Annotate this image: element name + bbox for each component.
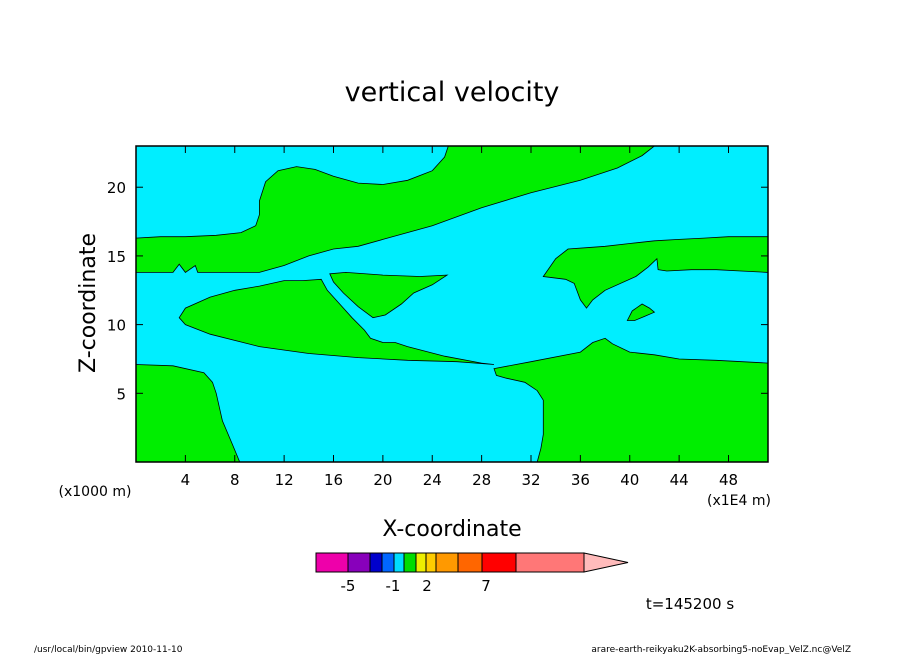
colorbar-swatch-12 — [515, 552, 585, 573]
y-axis-label: Z-coordinate — [76, 233, 101, 373]
colorbar-swatch-1 — [315, 552, 349, 573]
x-axis-label: X-coordinate — [382, 517, 521, 542]
x-tick-label-24: 24 — [423, 471, 442, 489]
colorbar-swatch-10 — [457, 552, 483, 573]
contour-region-3 — [329, 271, 449, 319]
x-tick-label-8: 8 — [230, 471, 240, 489]
colorbar-swatch-8 — [425, 552, 437, 573]
y-tick-label-5: 5 — [116, 385, 126, 403]
colorbar-label-2: -1 — [386, 577, 401, 595]
x-axis-ticks: 4 8 12 16 20 24 28 32 36 40 44 48 — [181, 146, 738, 489]
colorbar-arrow — [583, 552, 629, 573]
colorbar-swatch-9 — [435, 552, 459, 573]
colorbar-swatch-7 — [415, 552, 427, 573]
colorbar-label-3: 2 — [422, 577, 432, 595]
y-tick-label-20: 20 — [107, 179, 126, 197]
y-axis-unit: (x1000 m) — [59, 484, 132, 500]
x-tick-label-4: 4 — [181, 471, 191, 489]
colorbar-swatch-3 — [369, 552, 383, 573]
contour-region-7 — [626, 303, 656, 321]
colorbar-swatch-2 — [347, 552, 371, 573]
x-tick-label-48: 48 — [719, 471, 738, 489]
contour-regions — [135, 145, 769, 463]
colorbar-swatch-11 — [481, 552, 517, 573]
contour-region-6 — [542, 236, 769, 309]
plot-area — [135, 145, 769, 463]
x-tick-label-28: 28 — [472, 471, 491, 489]
x-tick-label-36: 36 — [571, 471, 590, 489]
x-tick-label-16: 16 — [324, 471, 343, 489]
chart-title: vertical velocity — [345, 77, 560, 108]
contour-region-2 — [178, 278, 495, 365]
colorbar — [315, 552, 629, 573]
y-tick-label-10: 10 — [107, 317, 126, 335]
footer-left: /usr/local/bin/gpview 2010-11-10 — [34, 645, 183, 654]
colorbar-label-1: -5 — [341, 577, 356, 595]
y-axis-ticks: 5 10 15 20 — [107, 179, 768, 403]
y-tick-label-15: 15 — [107, 248, 126, 266]
x-tick-label-44: 44 — [670, 471, 689, 489]
x-tick-label-32: 32 — [521, 471, 540, 489]
x-tick-label-20: 20 — [373, 471, 392, 489]
colorbar-swatch-4 — [381, 552, 395, 573]
colorbar-swatch-5 — [393, 552, 405, 573]
x-tick-label-12: 12 — [275, 471, 294, 489]
footer-right: arare-earth-reikyaku2K-absorbing5-noEvap… — [591, 645, 851, 654]
colorbar-label-4: 7 — [481, 577, 491, 595]
x-axis-unit: (x1E4 m) — [707, 493, 771, 509]
time-annotation: t=145200 s — [646, 595, 734, 613]
x-tick-label-40: 40 — [620, 471, 639, 489]
colorbar-swatch-6 — [403, 552, 417, 573]
colorbar-tick-labels: -5 -1 2 7 — [341, 577, 491, 595]
plot-frame — [135, 145, 769, 463]
